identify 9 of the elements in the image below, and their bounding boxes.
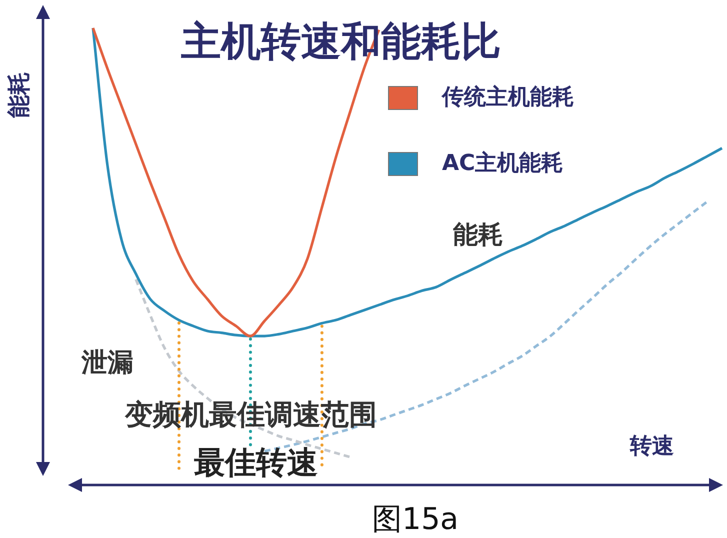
annotation: 最佳转速 [194, 445, 318, 481]
annotation: 能耗 [453, 220, 503, 249]
y-axis-title: 能耗 [6, 72, 32, 118]
series-label: 泄漏 [81, 348, 134, 378]
legend-label: 传统主机能耗 [442, 85, 574, 110]
legend-label: AC主机能耗 [442, 151, 564, 176]
x-axis-title: 转速 [630, 434, 674, 459]
annotation: 变频机最佳调速范围 [125, 398, 377, 431]
caption: 图15a [372, 502, 459, 537]
